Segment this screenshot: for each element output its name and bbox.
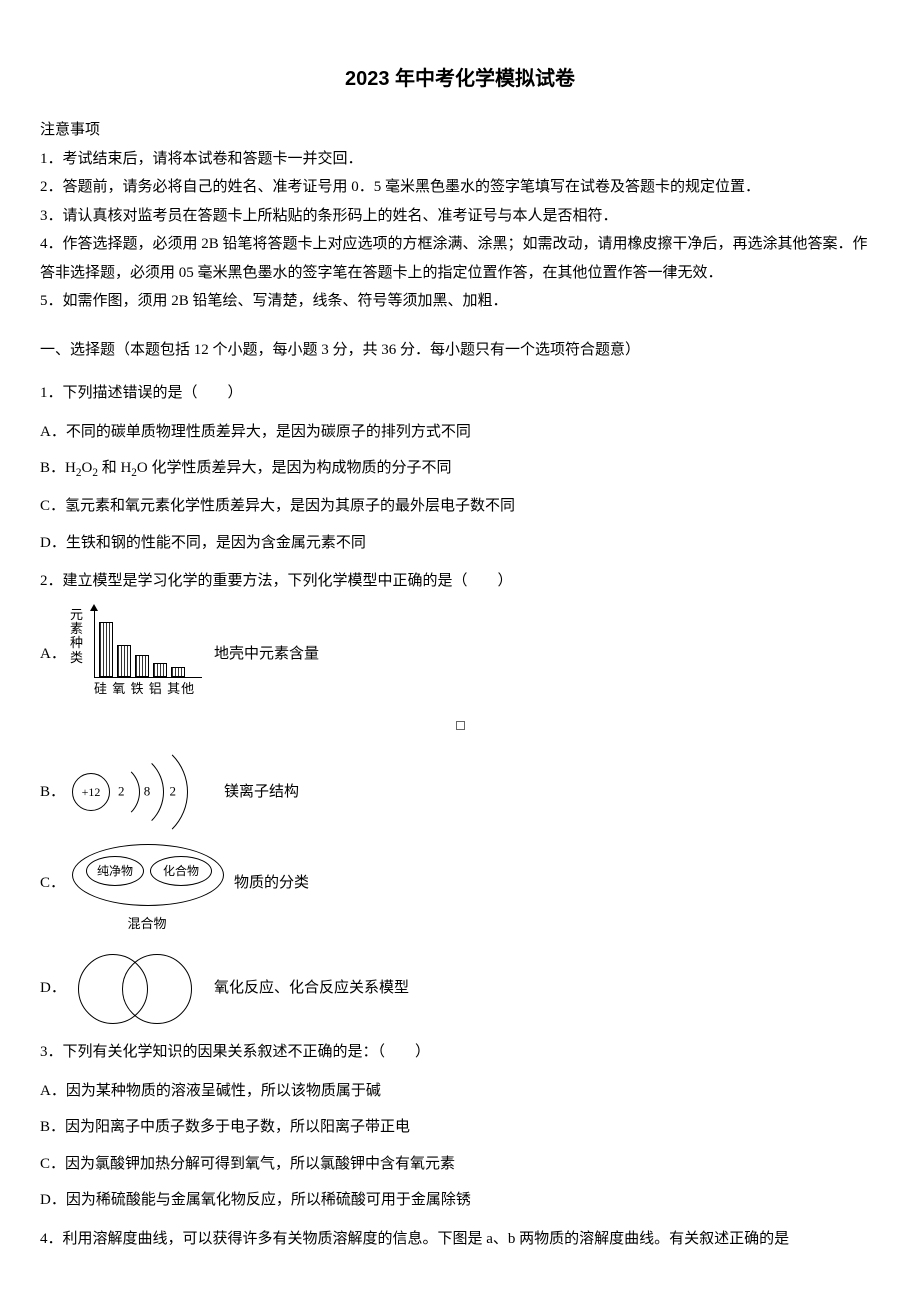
outer-label: 混合物 <box>72 912 222 937</box>
bar-o <box>117 645 131 677</box>
chart-xlabels: 硅 氧 铁 铝 其他 <box>94 677 195 702</box>
reaction-venn-diagram <box>72 950 202 1026</box>
q3-choice-a: A．因为某种物质的溶液呈碱性，所以该物质属于碱 <box>40 1077 880 1106</box>
q2b-desc: 镁离子结构 <box>224 778 299 807</box>
notice-heading: 注意事项 <box>40 116 880 145</box>
notice-4: 4．作答选择题，必须用 2B 铅笔将答题卡上对应选项的方框涂满、涂黑；如需改动，… <box>40 230 880 287</box>
q2-choice-d: D． 氧化反应、化合反应关系模型 <box>40 950 880 1026</box>
xlabel-0: 硅 <box>94 681 108 696</box>
bar-si <box>99 622 113 677</box>
q4-stem: 4．利用溶解度曲线，可以获得许多有关物质溶解度的信息。下图是 a、b 两物质的溶… <box>40 1225 880 1254</box>
page-title: 2023 年中考化学模拟试卷 <box>40 60 880 98</box>
q2d-desc: 氧化反应、化合反应关系模型 <box>214 974 409 1003</box>
q1-stem: 1．下列描述错误的是（ ） <box>40 379 880 408</box>
q2c-desc: 物质的分类 <box>234 869 309 898</box>
xlabel-1: 氧 <box>112 681 126 696</box>
q1-choice-c: C．氢元素和氧元素化学性质差异大，是因为其原子的最外层电子数不同 <box>40 492 880 521</box>
xlabel-4: 其他 <box>167 681 195 696</box>
section-1-heading: 一、选择题（本题包括 12 个小题，每小题 3 分，共 36 分．每小题只有一个… <box>40 336 880 365</box>
notice-2: 2．答题前，请务必将自己的姓名、准考证号用 0．5 毫米黑色墨水的签字笔填写在试… <box>40 173 880 202</box>
q3-choice-b: B．因为阳离子中质子数多于电子数，所以阳离子带正电 <box>40 1113 880 1142</box>
q1-choice-a: A．不同的碳单质物理性质差异大，是因为碳原子的排列方式不同 <box>40 418 880 447</box>
page-marker-icon <box>456 721 465 730</box>
q3-choice-c: C．因为氯酸钾加热分解可得到氧气，所以氯酸钾中含有氧元素 <box>40 1150 880 1179</box>
mg-ion-diagram: +12 2 8 2 <box>72 752 212 832</box>
notice-5: 5．如需作图，须用 2B 铅笔绘、写清楚，线条、符号等须加黑、加粗． <box>40 287 880 316</box>
shell-numbers: 2 8 2 <box>118 780 184 805</box>
notice-1: 1．考试结束后，请将本试卷和答题卡一并交回． <box>40 145 880 174</box>
q1b-seg4: O 化学性质差异大，是因为构成物质的分子不同 <box>137 460 452 476</box>
q2-choice-a: A． 元素种类 硅 氧 铁 铝 其他 地壳中元素含量 <box>40 608 880 700</box>
q3-stem: 3．下列有关化学知识的因果关系叙述不正确的是：（ ） <box>40 1038 880 1067</box>
q2d-label: D． <box>40 974 60 1003</box>
xlabel-3: 铝 <box>149 681 163 696</box>
notice-3: 3．请认真核对监考员在答题卡上所粘贴的条形码上的姓名、准考证号与本人是否相符． <box>40 202 880 231</box>
q1-choice-b: B．H2O2 和 H2O 化学性质差异大，是因为构成物质的分子不同 <box>40 454 880 484</box>
bar-other <box>171 667 185 677</box>
q2-choice-b: B． +12 2 8 2 镁离子结构 <box>40 752 880 832</box>
bar-al <box>153 663 167 677</box>
bar-fe <box>135 655 149 677</box>
q2b-label: B． <box>40 778 60 807</box>
matter-classification-diagram: 纯净物 化合物 混合物 <box>72 844 222 922</box>
venn-circle-2 <box>122 954 192 1024</box>
crust-element-bar-chart: 元素种类 硅 氧 铁 铝 其他 <box>72 608 202 700</box>
q2a-label: A． <box>40 640 60 669</box>
q1b-seg1: B．H <box>40 460 76 476</box>
q1b-seg2: O <box>81 460 92 476</box>
q2-stem: 2．建立模型是学习化学的重要方法，下列化学模型中正确的是（ ） <box>40 567 880 596</box>
q2c-label: C． <box>40 869 60 898</box>
q1-choice-d: D．生铁和钢的性能不同，是因为含金属元素不同 <box>40 529 880 558</box>
chart-ylabel: 元素种类 <box>70 608 88 665</box>
q2a-desc: 地壳中元素含量 <box>214 640 319 669</box>
q2-choice-c: C． 纯净物 化合物 混合物 物质的分类 <box>40 844 880 922</box>
chart-plot-area <box>94 610 202 678</box>
q1b-seg3: 和 H <box>98 460 131 476</box>
xlabel-2: 铁 <box>131 681 145 696</box>
q3-choice-d: D．因为稀硫酸能与金属氧化物反应，所以稀硫酸可用于金属除锈 <box>40 1186 880 1215</box>
